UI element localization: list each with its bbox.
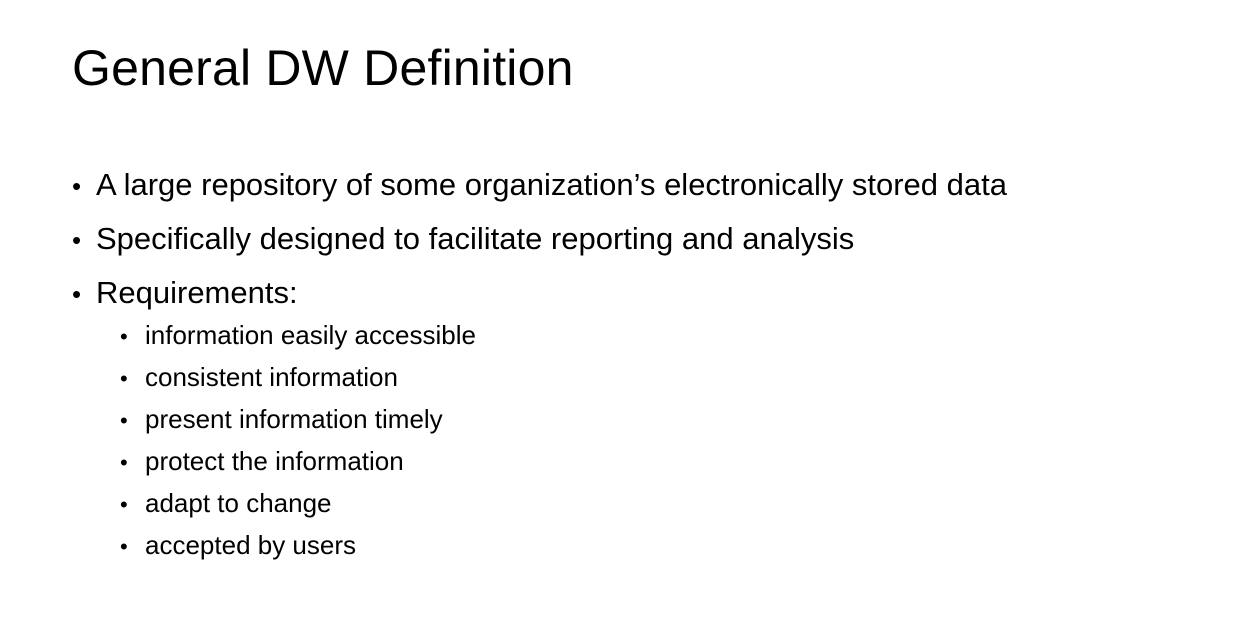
bullet-item: • A large repository of some organizatio…	[72, 158, 1007, 212]
sub-bullet-item: • present information timely	[120, 398, 1007, 440]
bullet-list: • A large repository of some organizatio…	[72, 158, 1007, 572]
sub-bullet-text: information easily accessible	[145, 320, 476, 350]
sub-bullet-item: • protect the information	[120, 440, 1007, 482]
bullet-marker: •	[72, 225, 82, 255]
bullet-marker: •	[72, 279, 82, 309]
sub-bullet-marker: •	[120, 366, 128, 391]
sub-bullet-item: • consistent information	[120, 356, 1007, 398]
sub-bullet-marker: •	[120, 450, 128, 475]
sub-bullet-marker: •	[120, 324, 128, 349]
sub-bullet-item: • information easily accessible	[120, 314, 1007, 356]
sub-bullet-marker: •	[120, 408, 128, 433]
bullet-item: • Specifically designed to facilitate re…	[72, 212, 1007, 266]
sub-bullet-text: accepted by users	[145, 530, 357, 560]
sub-bullet-text: adapt to change	[145, 488, 332, 518]
sub-bullet-text: protect the information	[145, 446, 404, 476]
bullet-text: Specifically designed to facilitate repo…	[96, 221, 855, 256]
sub-bullet-item: • accepted by users	[120, 524, 1007, 566]
bullet-text: A large repository of some organization’…	[96, 167, 1007, 202]
bullet-marker: •	[72, 171, 82, 201]
slide-title: General DW Definition	[72, 40, 574, 96]
bullet-text: Requirements:	[96, 275, 298, 310]
sub-bullet-item: • adapt to change	[120, 482, 1007, 524]
sub-bullet-marker: •	[120, 492, 128, 517]
bullet-item-requirements: • Requirements:	[72, 266, 1007, 320]
sub-bullet-text: present information timely	[145, 404, 443, 434]
sub-bullet-marker: •	[120, 534, 128, 559]
requirements-sublist: • information easily accessible • consis…	[72, 314, 1007, 566]
sub-bullet-text: consistent information	[145, 362, 398, 392]
